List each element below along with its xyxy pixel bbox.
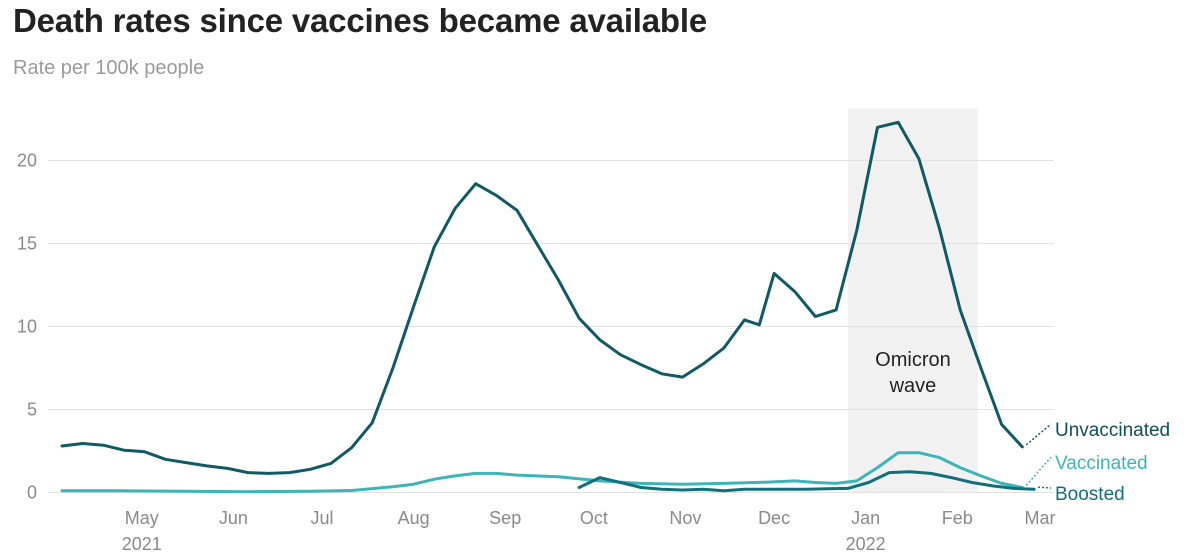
y-tick-label: 5 [27, 400, 37, 420]
series-layer [60, 120, 1036, 494]
series-label-leader [1025, 423, 1052, 446]
y-tick-label: 10 [17, 317, 37, 337]
x-tick-label: Nov [669, 508, 701, 528]
y-axis: 0 5 10 15 20 [17, 151, 37, 503]
series-labels: Unvaccinated Vaccinated Boosted [1025, 420, 1170, 505]
series-line-vaccinated [60, 451, 1024, 494]
series-label-unvaccinated: Unvaccinated [1055, 420, 1170, 441]
x-tick-label: May [125, 508, 159, 528]
omicron-wave-label: wave [889, 375, 937, 397]
x-tick-label: Aug [398, 508, 430, 528]
x-tick-label: Jun [219, 508, 248, 528]
x-tick-label: Sep [489, 508, 521, 528]
series-label-boosted: Boosted [1055, 484, 1125, 505]
x-axis: May 2021 Jun Jul Aug Sep Oct Nov Dec Jan 2022 Feb Ma… [122, 508, 1056, 554]
series-label-leader [1038, 486, 1052, 489]
series-label-leader [1025, 456, 1052, 487]
x-tick-label: Oct [580, 508, 608, 528]
x-tick-year-label: 2022 [846, 534, 886, 554]
x-tick-label: Jul [311, 508, 334, 528]
x-tick-year-label: 2021 [122, 534, 162, 554]
x-tick-label: Mar [1025, 508, 1056, 528]
x-tick-label: Jan [851, 508, 880, 528]
y-tick-label: 20 [17, 151, 37, 171]
omicron-wave-label: Omicron [875, 349, 951, 371]
x-tick-label: Feb [942, 508, 973, 528]
y-tick-label: 0 [27, 483, 37, 503]
series-line-boosted [577, 470, 1036, 493]
chart-title: Death rates since vaccines became availa… [13, 2, 707, 39]
series-label-vaccinated: Vaccinated [1055, 453, 1148, 474]
y-tick-label: 15 [17, 234, 37, 254]
chart-subtitle: Rate per 100k people [13, 57, 205, 79]
series-line-unvaccinated [60, 120, 1024, 475]
x-tick-label: Dec [758, 508, 790, 528]
